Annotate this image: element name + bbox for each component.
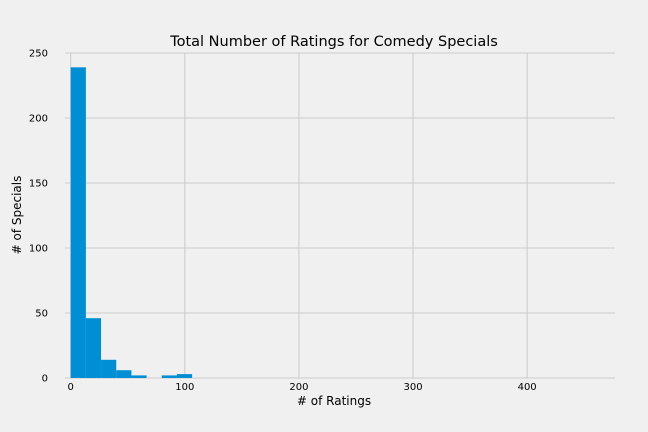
histogram-bar <box>176 374 193 378</box>
grid-lines <box>65 52 615 379</box>
histogram-bar <box>101 359 117 378</box>
y-tick-label: 100 <box>29 244 48 255</box>
histogram-bars <box>70 67 193 379</box>
histogram-bar <box>131 375 147 378</box>
x-tick-label: 200 <box>289 382 308 393</box>
histogram-bar <box>161 375 177 378</box>
y-axis-label: # of Specials <box>10 176 24 255</box>
y-tick-label: 0 <box>42 374 48 385</box>
histogram-bar <box>70 67 86 379</box>
chart-title: Total Number of Ratings for Comedy Speci… <box>169 34 498 50</box>
x-tick-label: 0 <box>68 382 74 393</box>
x-tick-label: 100 <box>175 382 194 393</box>
histogram-bar <box>116 370 132 378</box>
y-tick-label: 250 <box>29 49 48 60</box>
tick-labels: 0 50 100 150 200 250 0 100 200 300 400 <box>29 49 537 394</box>
y-tick-label: 200 <box>29 114 48 125</box>
x-tick-label: 300 <box>403 382 422 393</box>
y-tick-label: 50 <box>35 309 48 320</box>
histogram-bar <box>85 318 102 378</box>
y-tick-label: 150 <box>29 179 48 190</box>
x-tick-label: 400 <box>518 382 537 393</box>
x-axis-label: # of Ratings <box>297 394 371 408</box>
